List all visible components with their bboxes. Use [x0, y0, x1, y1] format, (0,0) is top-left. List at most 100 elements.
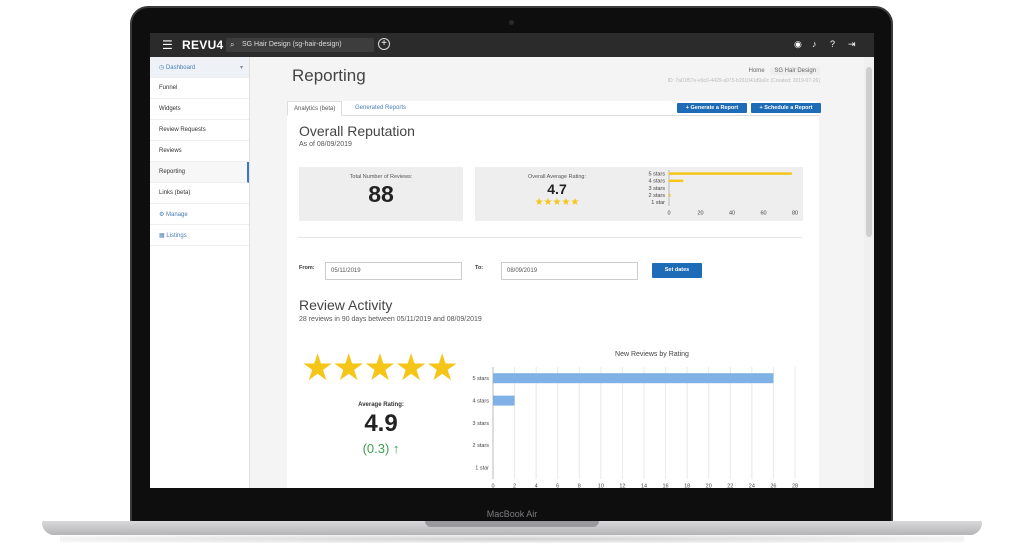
tick-label: 28 — [792, 484, 798, 489]
laptop-shadow — [60, 535, 964, 543]
tick-label: 40 — [729, 211, 735, 217]
five-star-icon: ★★★★★ — [301, 347, 459, 388]
tick-label: 10 — [598, 484, 604, 489]
page-title: Reporting — [292, 66, 366, 85]
laptop-notch — [425, 521, 599, 527]
tick-label: 14 — [641, 484, 647, 489]
sidebar-item-funnel[interactable]: Funnel — [150, 78, 249, 99]
total-reviews-card: Total Number of Reviews: 88 — [299, 167, 463, 221]
bar-5-stars — [493, 373, 774, 384]
bell-icon[interactable]: ♪ — [812, 39, 817, 49]
arrow-up-icon: ↑ — [392, 441, 400, 456]
tick-label: 80 — [792, 211, 798, 217]
category-label: 1 star — [651, 200, 665, 206]
gear-icon: ⚙ — [159, 212, 167, 218]
add-icon[interactable]: + — [378, 38, 390, 50]
laptop-base — [42, 521, 982, 535]
review-activity-heading: Review Activity — [299, 297, 393, 313]
schedule-report-button[interactable]: + Schedule a Report — [751, 103, 821, 113]
overall-rating-value: 4.7 — [547, 181, 567, 197]
tick-label: 16 — [663, 484, 669, 489]
device-label: MacBook Air — [486, 509, 538, 519]
breadcrumb-home[interactable]: Home — [748, 68, 765, 74]
review-activity-summary: 28 reviews in 90 days between 05/11/2019… — [299, 316, 482, 323]
tab-generated-reports[interactable]: Generated Reports — [355, 105, 407, 111]
sidebar-item-links[interactable]: Links (beta) — [150, 183, 249, 204]
tick-label: 12 — [619, 484, 625, 489]
sidebar-item-label: Reporting — [159, 169, 186, 175]
tick-label: 8 — [578, 484, 581, 489]
overall-rating-label: Overall Average Rating: — [528, 174, 586, 180]
sidebar-item-manage[interactable]: ⚙ Manage — [150, 204, 249, 225]
grid-icon: ▦ — [159, 233, 167, 239]
sidebar-item-label: Listings — [166, 233, 187, 239]
sidebar-item-label: Widgets — [159, 106, 181, 112]
category-label: 5 stars — [472, 376, 489, 382]
sidebar-item-reporting[interactable]: Reporting — [150, 162, 249, 183]
screen: ☰ REVU4 ⌕ SG Hair Design (sg-hair-design… — [150, 33, 874, 488]
sidebar-item-listings[interactable]: ▦ Listings — [150, 225, 249, 246]
tick-label: 2 — [513, 484, 516, 489]
as-of-date: As of 08/09/2019 — [299, 141, 352, 148]
tab-analytics[interactable]: Analytics (beta) — [287, 101, 343, 116]
star-rating-icon: ★★★★★ — [534, 197, 580, 208]
user-icon[interactable]: ◉ — [794, 39, 802, 49]
generate-report-button[interactable]: + Generate a Report — [677, 103, 747, 113]
sidebar-item-label: Links (beta) — [159, 190, 191, 196]
top-bar: ☰ REVU4 ⌕ SG Hair Design (sg-hair-design… — [150, 33, 874, 57]
search-icon: ⌕ — [230, 40, 235, 49]
tick-label: 4 — [535, 484, 538, 489]
search-value: SG Hair Design (sg-hair-design) — [242, 41, 342, 48]
sidebar-item-reviews[interactable]: Reviews — [150, 141, 249, 162]
search-input[interactable]: ⌕ SG Hair Design (sg-hair-design) — [226, 38, 374, 52]
breadcrumb-current: SG Hair Design — [770, 67, 820, 75]
tick-label: 26 — [770, 484, 776, 489]
sidebar-item-label: Reviews — [159, 148, 182, 154]
chart-title: New Reviews by Rating — [615, 351, 689, 358]
rating-change: (0.3) ↑ — [301, 441, 461, 456]
bar-5-stars — [669, 172, 792, 175]
category-label: 3 stars — [648, 186, 665, 192]
to-date-input[interactable]: 08/09/2019 — [501, 262, 638, 280]
category-label: 1 star — [475, 466, 489, 472]
category-label: 3 stars — [472, 421, 489, 427]
total-reviews-value: 88 — [368, 181, 394, 207]
tab-bar: Analytics (beta) Generated Reports + Gen… — [287, 101, 821, 116]
breadcrumb: Home SG Hair Design — [749, 67, 820, 75]
bar-4-stars — [669, 179, 684, 183]
logout-icon[interactable]: ⇥ — [848, 39, 856, 49]
help-icon[interactable]: ? — [830, 39, 836, 49]
app-logo[interactable]: REVU4 — [182, 38, 224, 52]
menu-icon[interactable]: ☰ — [162, 38, 173, 52]
rating-change-value: (0.3) — [362, 441, 390, 456]
tick-label: 60 — [760, 211, 766, 217]
average-rating-value: 4.9 — [364, 410, 398, 437]
sidebar-item-review-requests[interactable]: Review Requests — [150, 120, 249, 141]
category-label: 5 stars — [648, 171, 665, 177]
set-dates-button[interactable]: Set dates — [652, 263, 702, 278]
scrollbar[interactable] — [864, 57, 874, 488]
tick-label: 6 — [556, 484, 559, 489]
rating-distribution-card: 5 stars 4 stars 3 stars 2 stars 1 star 0 20 40 6… — [639, 167, 803, 221]
total-reviews-label: Total Number of Reviews: — [349, 174, 413, 180]
report-card: Analytics (beta) Generated Reports + Gen… — [287, 101, 821, 489]
tick-label: 0 — [491, 484, 494, 489]
tick-label: 22 — [727, 484, 733, 489]
bar-2-stars — [669, 193, 671, 197]
category-label: 4 stars — [648, 179, 665, 185]
sidebar-item-label: Dashboard — [165, 65, 196, 71]
sidebar: ◷ Dashboard ▾ Funnel Widgets Review Requ… — [150, 57, 250, 488]
tick-label: 20 — [706, 484, 712, 489]
tick-label: 24 — [749, 484, 755, 489]
scrollbar-thumb[interactable] — [866, 67, 872, 237]
sidebar-item-widgets[interactable]: Widgets — [150, 99, 249, 120]
bar-4-stars — [493, 395, 515, 406]
from-date-input[interactable]: 05/11/2019 — [325, 262, 462, 280]
sidebar-item-dashboard[interactable]: ◷ Dashboard ▾ — [150, 57, 249, 78]
account-id: ID: 7a01f57e-e9c0-4429-a075-b261041d9a0c… — [667, 78, 820, 84]
sidebar-item-label: Review Requests — [159, 127, 206, 133]
tick-label: 0 — [667, 211, 670, 217]
category-label: 2 stars — [472, 443, 489, 449]
